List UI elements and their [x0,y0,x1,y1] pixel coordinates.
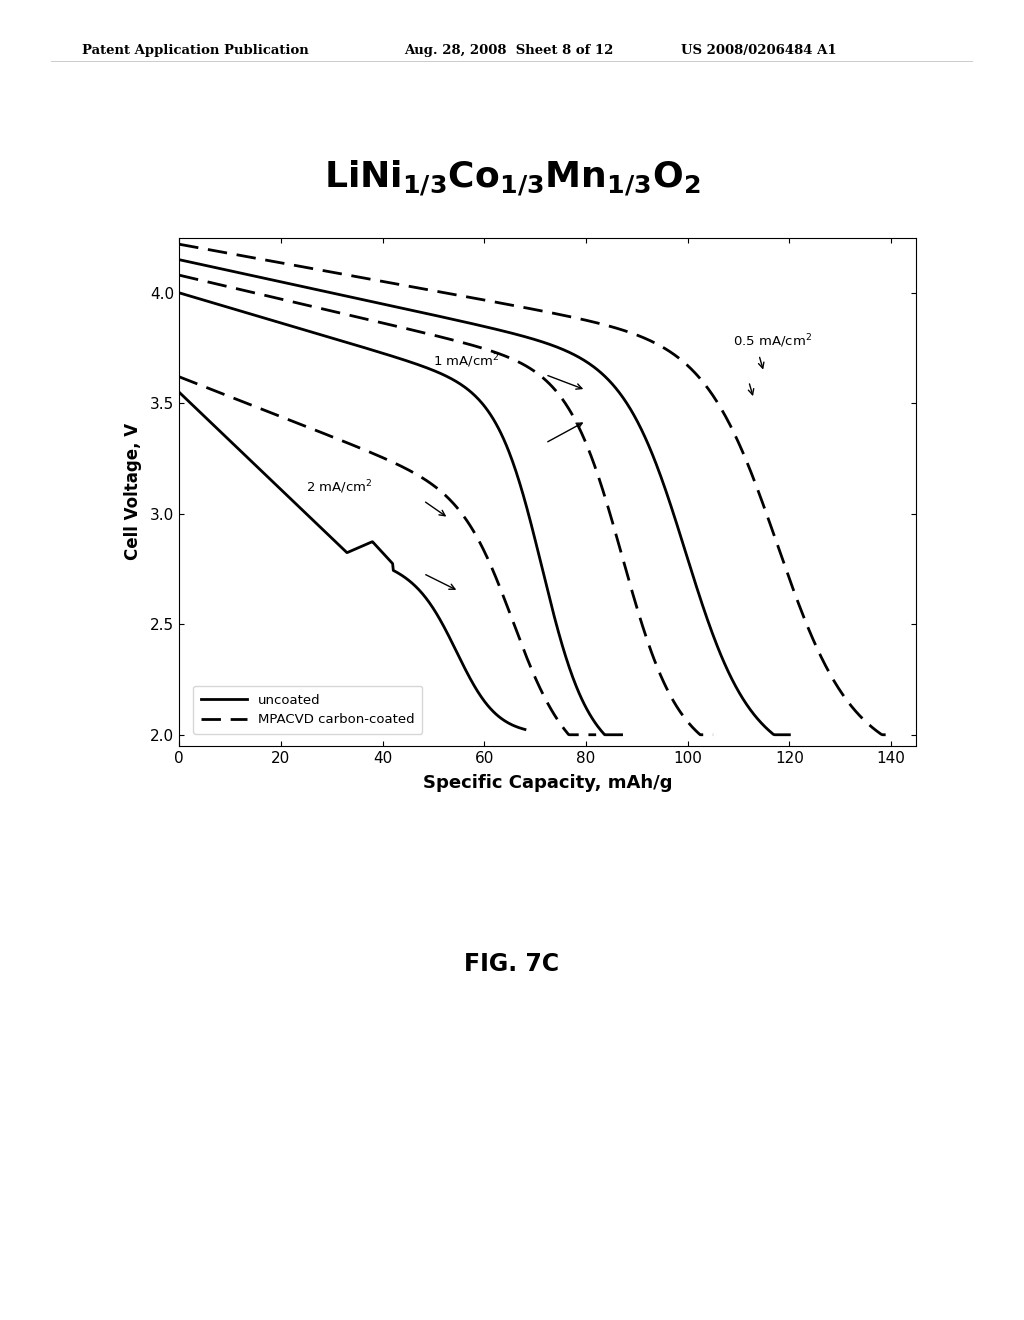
Legend: uncoated, MPACVD carbon-coated: uncoated, MPACVD carbon-coated [194,685,422,734]
Text: US 2008/0206484 A1: US 2008/0206484 A1 [681,44,837,57]
Text: Aug. 28, 2008  Sheet 8 of 12: Aug. 28, 2008 Sheet 8 of 12 [404,44,613,57]
Y-axis label: Cell Voltage, V: Cell Voltage, V [124,424,141,560]
Text: 2 mA/cm$^2$: 2 mA/cm$^2$ [306,479,373,496]
Text: $\mathbf{LiNi_{1/3}Co_{1/3}Mn_{1/3}O_2}$: $\mathbf{LiNi_{1/3}Co_{1/3}Mn_{1/3}O_2}$ [324,158,700,198]
Text: 0.5 mA/cm$^2$: 0.5 mA/cm$^2$ [733,333,812,350]
Text: FIG. 7C: FIG. 7C [465,952,559,975]
X-axis label: Specific Capacity, mAh/g: Specific Capacity, mAh/g [423,774,673,792]
Text: 1 mA/cm$^2$: 1 mA/cm$^2$ [433,352,500,370]
Text: Patent Application Publication: Patent Application Publication [82,44,308,57]
